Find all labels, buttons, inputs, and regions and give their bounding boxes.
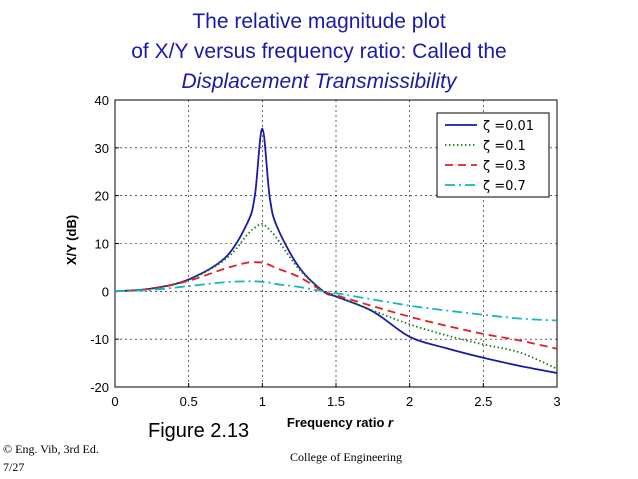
x-tick-label: 1 bbox=[259, 394, 266, 409]
slide-title-line-2: of X/Y versus frequency ratio: Called th… bbox=[131, 40, 507, 63]
legend-box bbox=[436, 112, 550, 198]
y-tick-label: 40 bbox=[95, 93, 109, 108]
y-tick-label: -20 bbox=[90, 380, 109, 395]
y-tick-label: 20 bbox=[95, 189, 109, 204]
slide-title-line-1: The relative magnitude plot bbox=[192, 10, 446, 33]
series-line bbox=[114, 261, 558, 350]
footer-edition: © Eng. Vib, 3rd Ed. bbox=[3, 442, 99, 456]
figure-label: Figure 2.13 bbox=[148, 420, 250, 442]
y-tick-label: 10 bbox=[95, 237, 109, 252]
y-tick-label: 30 bbox=[95, 141, 109, 156]
legend-entry: ζ =0.7 bbox=[483, 179, 526, 194]
x-tick-label: 2 bbox=[406, 394, 413, 409]
x-tick-label: 3 bbox=[553, 394, 560, 409]
x-axis-label: Frequency ratio r bbox=[287, 415, 394, 430]
footer-college: College of Engineering bbox=[290, 450, 402, 464]
x-tick-label: 1.5 bbox=[327, 394, 345, 409]
y-axis-label: X/Y (dB) bbox=[64, 215, 79, 265]
x-tick-label: 0 bbox=[111, 394, 118, 409]
series-line bbox=[114, 280, 558, 322]
legend-entry: ζ =0.01 bbox=[483, 119, 534, 134]
footer-page: 7/27 bbox=[3, 460, 25, 474]
legend-entry: ζ =0.3 bbox=[483, 159, 526, 174]
slide-title-line-3: Displacement Transmissibility bbox=[181, 70, 457, 93]
legend-entry: ζ =0.1 bbox=[483, 139, 526, 154]
y-tick-label: 0 bbox=[102, 284, 109, 299]
x-tick-label: 2.5 bbox=[474, 394, 492, 409]
x-tick-label: 0.5 bbox=[180, 394, 198, 409]
series-line bbox=[114, 127, 558, 374]
y-tick-label: -10 bbox=[90, 332, 109, 347]
